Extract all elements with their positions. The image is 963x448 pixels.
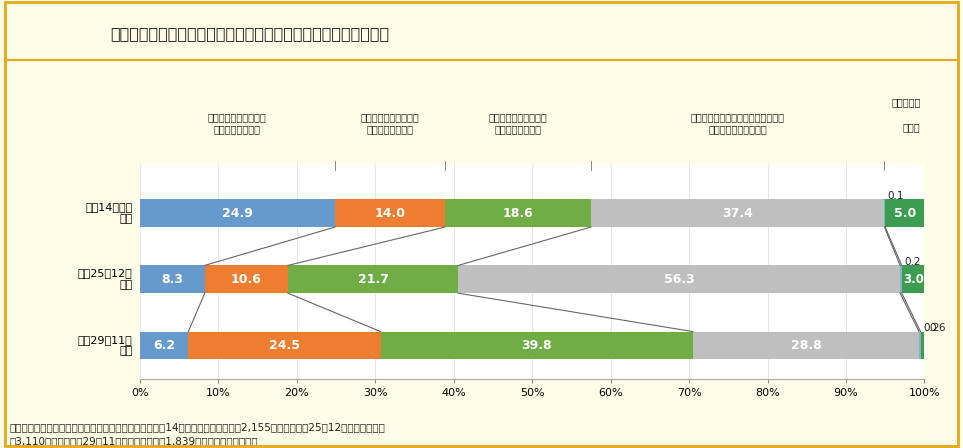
Text: 56.3: 56.3 bbox=[664, 273, 694, 286]
Bar bbox=[288, 265, 458, 293]
Text: 24.5: 24.5 bbox=[269, 339, 299, 352]
Text: 5.0: 5.0 bbox=[894, 207, 916, 220]
Bar bbox=[335, 199, 445, 227]
Bar bbox=[189, 332, 380, 359]
Text: わからない: わからない bbox=[891, 98, 921, 108]
Bar bbox=[140, 199, 335, 227]
Bar bbox=[919, 332, 921, 359]
Bar bbox=[445, 199, 591, 227]
Text: 24.9: 24.9 bbox=[221, 207, 252, 220]
Text: 37.4: 37.4 bbox=[722, 207, 753, 220]
Text: 6.2: 6.2 bbox=[153, 339, 175, 352]
Text: 重点をおくべき防災対策（自助・共助・公助の調査時点別比較）: 重点をおくべき防災対策（自助・共助・公助の調査時点別比較） bbox=[111, 26, 390, 41]
Bar bbox=[900, 265, 901, 293]
Text: 0.2: 0.2 bbox=[923, 323, 940, 333]
Bar bbox=[380, 332, 693, 359]
Text: 出典：内閣府政府広報室「防災に関する世論調査（平成14年９月調査・有効回答2,155人）、（平成25年12月調査・有効回
答3,110人）、（平成29年11月調: 出典：内閣府政府広報室「防災に関する世論調査（平成14年９月調査・有効回答2,1… bbox=[10, 422, 385, 446]
Text: 公助に重点を置いた対
応をすべきである: 公助に重点を置いた対 応をすべきである bbox=[208, 112, 267, 134]
Text: 3.0: 3.0 bbox=[903, 273, 924, 286]
Text: 18.6: 18.6 bbox=[503, 207, 534, 220]
Bar bbox=[901, 265, 925, 293]
Text: 39.8: 39.8 bbox=[521, 339, 552, 352]
Text: 公助、共助、自助のバランスが取れ
た対応をすべきである: 公助、共助、自助のバランスが取れ た対応をすべきである bbox=[690, 112, 785, 134]
Bar bbox=[591, 199, 884, 227]
Bar bbox=[921, 332, 925, 359]
Text: 0.6: 0.6 bbox=[929, 323, 946, 333]
Text: 21.7: 21.7 bbox=[357, 273, 389, 286]
Bar bbox=[140, 332, 189, 359]
Text: 図表 1-1-2: 図表 1-1-2 bbox=[22, 26, 85, 39]
Bar bbox=[458, 265, 900, 293]
Text: 14.0: 14.0 bbox=[375, 207, 405, 220]
Text: 自助に重点を置いた対
応をすべきである: 自助に重点を置いた対 応をすべきである bbox=[488, 112, 547, 134]
Bar bbox=[693, 332, 919, 359]
Text: 10.6: 10.6 bbox=[231, 273, 262, 286]
Text: 8.3: 8.3 bbox=[161, 273, 183, 286]
Bar bbox=[885, 199, 924, 227]
Text: 共助に重点を置いた対
応をすべきである: 共助に重点を置いた対 応をすべきである bbox=[360, 112, 419, 134]
Text: 28.8: 28.8 bbox=[791, 339, 821, 352]
Bar bbox=[205, 265, 288, 293]
Text: 0.2: 0.2 bbox=[904, 257, 921, 267]
Bar bbox=[140, 265, 205, 293]
Text: 0.1: 0.1 bbox=[888, 191, 904, 201]
Text: その他: その他 bbox=[903, 122, 921, 132]
